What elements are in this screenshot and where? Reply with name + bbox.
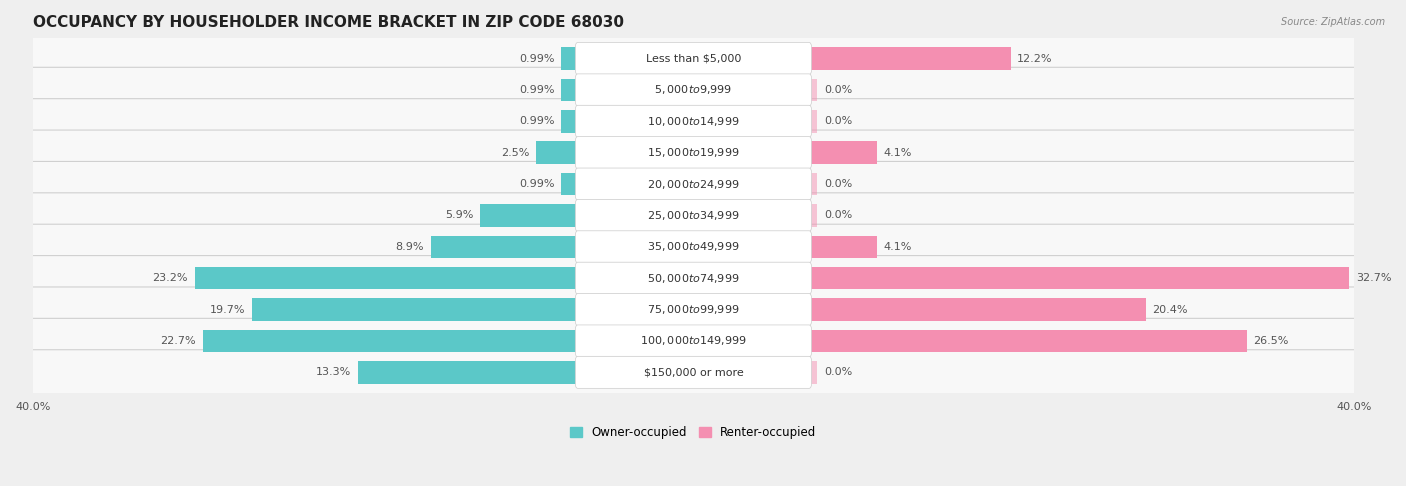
Bar (808, 141, 877, 164)
Text: 0.99%: 0.99% (519, 53, 555, 64)
Text: 13.3%: 13.3% (316, 367, 352, 377)
Text: 4.1%: 4.1% (883, 148, 911, 157)
Text: OCCUPANCY BY HOUSEHOLDER INCOME BRACKET IN ZIP CODE 68030: OCCUPANCY BY HOUSEHOLDER INCOME BRACKET … (32, 15, 624, 30)
Text: 0.99%: 0.99% (519, 179, 555, 189)
Text: Source: ZipAtlas.com: Source: ZipAtlas.com (1281, 17, 1385, 27)
FancyBboxPatch shape (3, 161, 1384, 207)
Text: $15,000 to $19,999: $15,000 to $19,999 (647, 146, 740, 159)
Text: $50,000 to $74,999: $50,000 to $74,999 (647, 272, 740, 285)
FancyBboxPatch shape (575, 137, 811, 169)
Bar (430, 236, 578, 258)
FancyBboxPatch shape (575, 262, 811, 294)
Bar (808, 330, 1247, 352)
FancyBboxPatch shape (575, 325, 811, 357)
Text: 2.5%: 2.5% (502, 148, 530, 157)
Bar (808, 47, 1011, 70)
Text: $150,000 or more: $150,000 or more (644, 367, 744, 377)
Text: 20.4%: 20.4% (1153, 305, 1188, 314)
FancyBboxPatch shape (575, 294, 811, 326)
Bar (561, 173, 578, 195)
FancyBboxPatch shape (3, 36, 1384, 81)
FancyBboxPatch shape (3, 256, 1384, 301)
Bar (481, 204, 578, 226)
Text: Less than $5,000: Less than $5,000 (645, 53, 741, 64)
Text: $35,000 to $49,999: $35,000 to $49,999 (647, 240, 740, 253)
FancyBboxPatch shape (575, 199, 811, 231)
Bar (808, 173, 817, 195)
FancyBboxPatch shape (3, 287, 1384, 332)
Text: $75,000 to $99,999: $75,000 to $99,999 (647, 303, 740, 316)
Text: $10,000 to $14,999: $10,000 to $14,999 (647, 115, 740, 128)
Bar (808, 361, 817, 383)
FancyBboxPatch shape (575, 105, 811, 137)
FancyBboxPatch shape (3, 318, 1384, 364)
Bar (808, 204, 817, 226)
Text: 0.0%: 0.0% (824, 367, 852, 377)
Legend: Owner-occupied, Renter-occupied: Owner-occupied, Renter-occupied (565, 421, 821, 444)
Text: 5.9%: 5.9% (446, 210, 474, 221)
Bar (253, 298, 578, 321)
Bar (808, 236, 877, 258)
Bar (359, 361, 578, 383)
Text: 0.0%: 0.0% (824, 210, 852, 221)
FancyBboxPatch shape (575, 168, 811, 200)
FancyBboxPatch shape (3, 193, 1384, 238)
Text: 0.99%: 0.99% (519, 116, 555, 126)
FancyBboxPatch shape (575, 356, 811, 388)
Bar (561, 110, 578, 133)
FancyBboxPatch shape (3, 350, 1384, 395)
Text: 12.2%: 12.2% (1017, 53, 1053, 64)
Text: 0.0%: 0.0% (824, 179, 852, 189)
Text: $25,000 to $34,999: $25,000 to $34,999 (647, 209, 740, 222)
FancyBboxPatch shape (3, 67, 1384, 112)
Text: 0.99%: 0.99% (519, 85, 555, 95)
FancyBboxPatch shape (3, 224, 1384, 269)
Text: 4.1%: 4.1% (883, 242, 911, 252)
Text: 23.2%: 23.2% (152, 273, 188, 283)
Text: 19.7%: 19.7% (211, 305, 246, 314)
Text: $20,000 to $24,999: $20,000 to $24,999 (647, 177, 740, 191)
Text: 22.7%: 22.7% (160, 336, 197, 346)
Text: 0.0%: 0.0% (824, 85, 852, 95)
Bar (808, 298, 1146, 321)
Text: $100,000 to $149,999: $100,000 to $149,999 (640, 334, 747, 347)
Text: $5,000 to $9,999: $5,000 to $9,999 (654, 84, 733, 96)
Bar (808, 79, 817, 101)
FancyBboxPatch shape (575, 231, 811, 263)
Text: 8.9%: 8.9% (395, 242, 425, 252)
Text: 32.7%: 32.7% (1355, 273, 1392, 283)
FancyBboxPatch shape (575, 42, 811, 74)
Bar (808, 267, 1350, 290)
Text: 26.5%: 26.5% (1253, 336, 1289, 346)
FancyBboxPatch shape (575, 74, 811, 106)
Bar (202, 330, 578, 352)
Text: 0.0%: 0.0% (824, 116, 852, 126)
Bar (537, 141, 578, 164)
Bar (561, 47, 578, 70)
FancyBboxPatch shape (3, 130, 1384, 175)
Bar (561, 79, 578, 101)
Bar (194, 267, 578, 290)
Bar (808, 110, 817, 133)
FancyBboxPatch shape (3, 99, 1384, 144)
